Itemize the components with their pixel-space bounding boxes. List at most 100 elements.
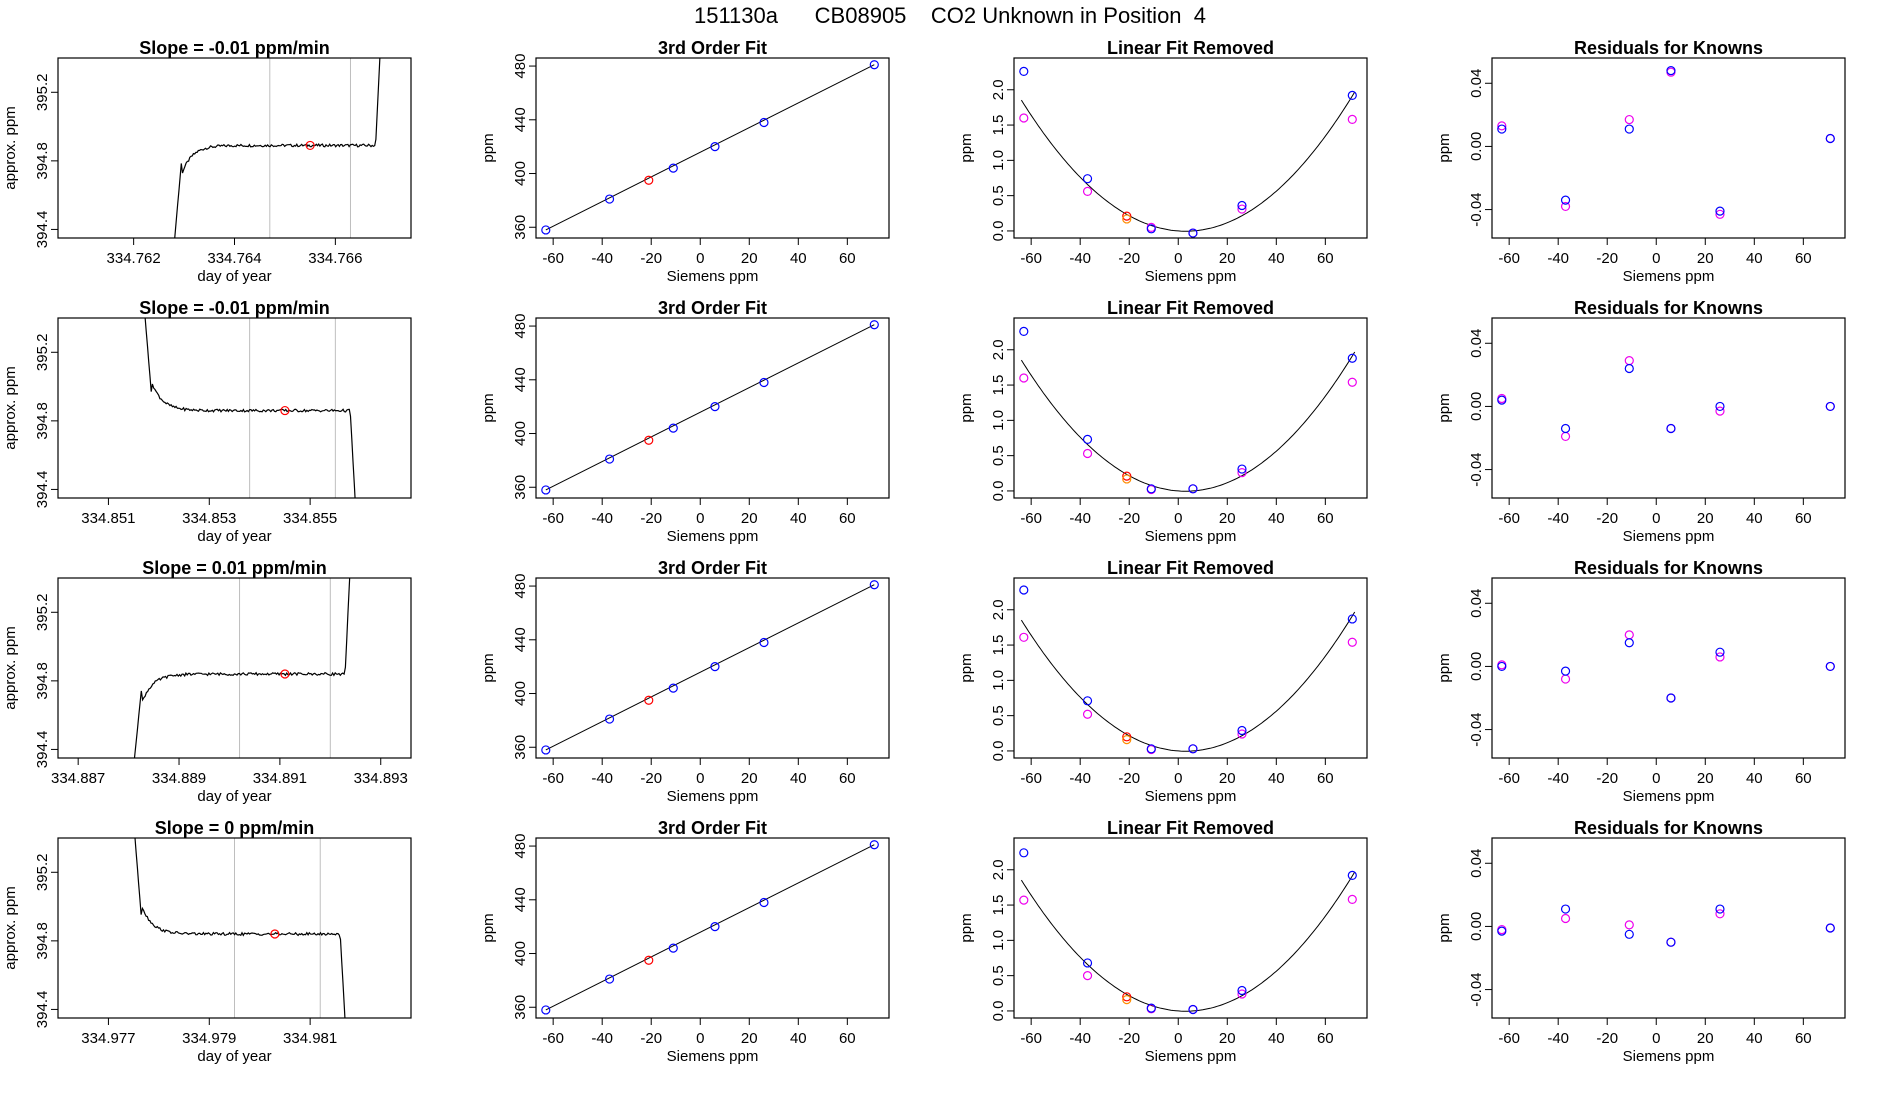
x-tick-label: 334.766 xyxy=(308,250,362,267)
known-residual-marker xyxy=(1715,904,1725,914)
x-tick-label: -20 xyxy=(1596,250,1618,267)
plot-frame xyxy=(1491,837,1846,1019)
plot-area xyxy=(541,580,879,755)
panel-r3-linear_removed: Linear Fit Removed -60 -40 -20 0 20 40 60 0.0 0.5… xyxy=(958,558,1368,805)
y-tick-label: 394.8 xyxy=(34,922,51,960)
plot-area xyxy=(1497,904,1835,947)
panel-r4-timeseries: Slope = 0 ppm/min 334.977 334.979 334.981 39… xyxy=(2,818,412,1065)
x-tick-label: -40 xyxy=(591,770,613,787)
known-point-marker xyxy=(869,60,879,70)
known-point-marker xyxy=(1347,614,1357,624)
x-tick-label: 0 xyxy=(696,250,704,267)
x-tick-label: 40 xyxy=(790,770,807,787)
x-tick-label: -40 xyxy=(1547,770,1569,787)
x-tick-label: 334.977 xyxy=(81,1030,135,1047)
y-tick-label: 360 xyxy=(512,995,529,1020)
x-tick-label: -20 xyxy=(640,510,662,527)
y-tick-label: 0.0 xyxy=(990,481,1007,502)
x-tick-label: -60 xyxy=(542,770,564,787)
alt-point-marker xyxy=(1347,637,1357,647)
x-tick-label: -40 xyxy=(1547,510,1569,527)
x-tick-label: 334.981 xyxy=(283,1030,337,1047)
concentration-trace xyxy=(134,838,346,1018)
x-tick-label: -60 xyxy=(1020,1030,1042,1047)
panel-r1-residuals: Residuals for Knowns -60 -40 -20 0 20 40 60 -0.0… xyxy=(1436,38,1846,285)
x-tick-label: 20 xyxy=(1697,250,1714,267)
known-point-marker xyxy=(1146,224,1156,234)
alt-point-marker xyxy=(1237,989,1247,999)
panel-r2-timeseries: Slope = -0.01 ppm/min 334.851 334.853 334.8… xyxy=(2,298,412,545)
known-point-marker xyxy=(1188,744,1198,754)
y-axis-label: ppm xyxy=(1436,393,1453,422)
unknown-point-marker xyxy=(1122,992,1132,1002)
quadratic-curve xyxy=(1020,611,1356,752)
alt-point-marker xyxy=(1347,114,1357,125)
x-tick-label: -20 xyxy=(640,1030,662,1047)
y-tick-label: 2.0 xyxy=(990,339,1007,360)
x-tick-label: 40 xyxy=(1746,510,1763,527)
x-tick-label: 20 xyxy=(741,250,758,267)
panel-title: Slope = -0.01 ppm/min xyxy=(139,298,330,318)
x-tick-label: 334.979 xyxy=(182,1030,236,1047)
plot-frame xyxy=(535,57,890,239)
concentration-trace xyxy=(133,578,351,758)
x-axis-label: Siemens ppm xyxy=(1623,788,1715,805)
alt-residual-marker xyxy=(1624,630,1634,640)
y-tick-label: -0.04 xyxy=(1468,452,1485,486)
y-tick-label: 394.8 xyxy=(34,402,51,440)
alt-residual-marker xyxy=(1715,209,1725,219)
plot-area xyxy=(1019,66,1357,238)
x-tick-label: -60 xyxy=(542,250,564,267)
unknown-point-marker xyxy=(280,405,290,416)
quadratic-curve xyxy=(1020,351,1356,492)
y-axis-label: approx. ppm xyxy=(2,626,19,709)
x-tick-label: 60 xyxy=(839,770,856,787)
known-residual-marker xyxy=(1560,904,1571,914)
known-residual-marker xyxy=(1624,929,1634,939)
x-tick-label: -60 xyxy=(1020,250,1042,267)
x-tick-label: -40 xyxy=(1069,510,1091,527)
unknown-point-marker xyxy=(270,929,280,939)
alt-residual-marker xyxy=(1624,114,1634,125)
known-point-marker xyxy=(1237,725,1247,736)
y-tick-label: 480 xyxy=(512,54,529,79)
panel-r3-fit: 3rd Order Fit -60 -40 -20 0 20 40 60 360 400 440 48… xyxy=(480,558,890,805)
alt-point-marker xyxy=(1237,204,1247,214)
panel-title: Linear Fit Removed xyxy=(1107,818,1274,838)
known-point-marker xyxy=(710,402,720,412)
x-tick-label: 40 xyxy=(790,250,807,267)
x-tick-label: 20 xyxy=(1219,1030,1236,1047)
panel-r3-timeseries: Slope = 0.01 ppm/min 334.887 334.889 334.89… xyxy=(2,558,412,805)
x-tick-label: 20 xyxy=(741,1030,758,1047)
alt-residual-marker xyxy=(1497,121,1507,131)
y-tick-label: 395.2 xyxy=(34,74,51,112)
x-tick-label: 60 xyxy=(1795,770,1812,787)
y-tick-label: 440 xyxy=(512,107,529,132)
panel-r1-linear_removed: Linear Fit Removed -60 -40 -20 0 20 40 60 0.0 0.5… xyxy=(958,38,1368,285)
unknown-point-marker xyxy=(1122,732,1132,742)
alt-residual-marker xyxy=(1560,913,1571,924)
alt-point-marker xyxy=(1019,373,1029,383)
panel-title: Residuals for Knowns xyxy=(1574,298,1763,318)
alt-residual-marker xyxy=(1624,920,1634,930)
unknown-point-marker xyxy=(644,955,654,965)
panel-r2-linear_removed: Linear Fit Removed -60 -40 -20 0 20 40 60 0.0 0.5… xyxy=(958,298,1368,545)
y-tick-label: 400 xyxy=(512,421,529,446)
unknown-point-marker xyxy=(644,695,654,705)
y-axis-label: approx. ppm xyxy=(2,106,19,189)
plot-frame xyxy=(1491,577,1846,759)
panel-r4-linear_removed: Linear Fit Removed -60 -40 -20 0 20 40 60 0.0 0.5… xyxy=(958,818,1368,1065)
x-tick-label: -20 xyxy=(640,770,662,787)
known-residual-marker xyxy=(1497,661,1507,672)
plot-frame xyxy=(1491,317,1846,499)
y-tick-label: 480 xyxy=(512,574,529,599)
y-tick-label: 360 xyxy=(512,475,529,500)
alt-residual-marker xyxy=(1715,406,1725,416)
known-point-marker xyxy=(668,163,678,173)
known-residual-marker xyxy=(1497,395,1507,405)
x-tick-label: 60 xyxy=(839,250,856,267)
x-tick-label: 60 xyxy=(1795,1030,1812,1047)
y-tick-label: 394.8 xyxy=(34,662,51,700)
y-tick-label: 440 xyxy=(512,367,529,392)
panel-title: Linear Fit Removed xyxy=(1107,298,1274,318)
